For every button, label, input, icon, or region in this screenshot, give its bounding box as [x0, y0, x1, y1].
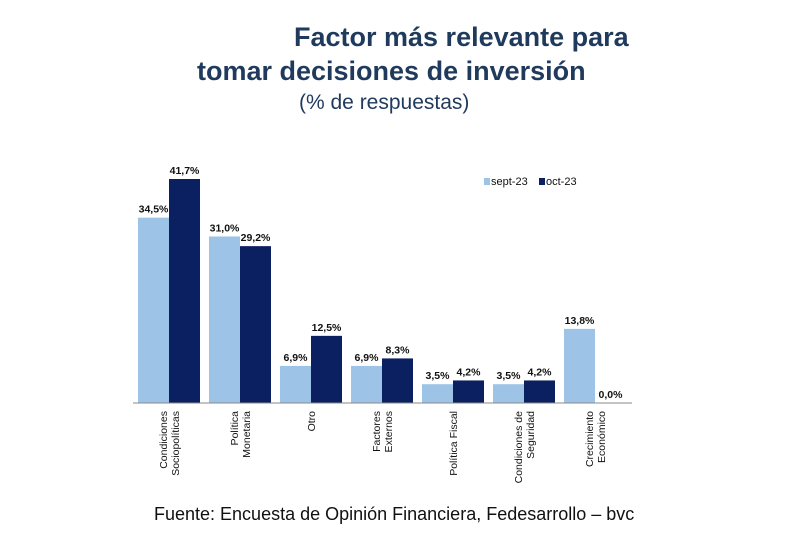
category-label-line: Factores: [371, 411, 383, 452]
bar-oct-23-4: [453, 380, 484, 403]
data-label-oct-23-3: 8,3%: [386, 344, 411, 356]
data-label-oct-23-5: 4,2%: [528, 366, 553, 378]
bar-oct-23-5: [524, 380, 555, 403]
legend-label-sept-23: sept-23: [491, 176, 528, 188]
category-label-4: Política Fiscal: [448, 411, 460, 476]
category-label-line: Crecimiento: [584, 411, 596, 467]
category-label-line: Política Fiscal: [448, 411, 460, 476]
bar-sept-23-6: [564, 328, 595, 403]
legend-swatch-sept-23: [484, 178, 490, 185]
bar-sept-23-1: [209, 236, 240, 403]
category-label-line: Externos: [383, 411, 395, 452]
chart-title-line-1: Factor más relevante para: [294, 22, 629, 52]
category-label-line: Política: [229, 411, 241, 446]
data-label-sept-23-3: 6,9%: [355, 352, 380, 364]
category-label-5: Condiciones de Seguridad: [513, 411, 537, 484]
data-label-oct-23-4: 4,2%: [457, 366, 482, 378]
data-label-oct-23-1: 29,2%: [241, 232, 271, 244]
bar-sept-23-5: [493, 384, 524, 403]
category-label-line: Otro: [306, 411, 318, 432]
category-label-3: Factores Externos: [371, 411, 395, 452]
category-label-6: Crecimiento Económico: [584, 411, 608, 467]
category-label-1: Política Monetaria: [229, 411, 253, 458]
bar-sept-23-2: [280, 365, 311, 403]
data-label-sept-23-5: 3,5%: [497, 370, 522, 382]
category-label-line: Monetaria: [241, 411, 253, 458]
data-label-sept-23-0: 34,5%: [139, 204, 169, 216]
chart-subtitle: (% de respuestas): [299, 91, 470, 114]
bar-sept-23-4: [422, 384, 453, 403]
category-label-line: Condiciones: [158, 411, 170, 469]
legend-label-oct-23: oct-23: [546, 176, 577, 188]
data-label-oct-23-0: 41,7%: [170, 165, 200, 177]
bar-oct-23-0: [169, 179, 200, 403]
bars-layer: [138, 179, 595, 403]
category-label-line: Sociopolíticas: [170, 411, 182, 476]
bar-oct-23-1: [240, 246, 271, 403]
source-note: Fuente: Encuesta de Opinión Financiera, …: [154, 504, 635, 524]
category-label-line: Condiciones de: [513, 411, 525, 484]
bar-sept-23-3: [351, 365, 382, 403]
category-label-line: Económico: [596, 411, 608, 463]
category-label-0: Condiciones Sociopolíticas: [158, 411, 182, 476]
data-label-sept-23-6: 13,8%: [565, 315, 595, 327]
data-label-oct-23-2: 12,5%: [312, 322, 342, 334]
legend: sept-23 oct-23: [484, 176, 577, 188]
data-labels-layer: 34,5% 41,7% 31,0%29,2% 6,9% 12,5% 6,9% 8,3% 3,5…: [139, 165, 624, 401]
data-label-sept-23-2: 6,9%: [284, 352, 309, 364]
category-labels-layer: Condiciones Sociopolíticas Política Monetar…: [158, 411, 608, 484]
category-label-2: Otro: [306, 411, 318, 432]
bar-sept-23-0: [138, 217, 169, 403]
data-label-sept-23-1: 31,0%: [210, 222, 240, 234]
data-label-oct-23-6: 0,0%: [599, 389, 624, 401]
legend-swatch-oct-23: [539, 178, 545, 185]
data-label-sept-23-4: 3,5%: [426, 370, 451, 382]
chart-title-line-2: tomar decisiones de inversión: [197, 56, 586, 86]
bar-oct-23-3: [382, 358, 413, 403]
bar-oct-23-2: [311, 335, 342, 403]
category-label-line: Seguridad: [525, 411, 537, 459]
